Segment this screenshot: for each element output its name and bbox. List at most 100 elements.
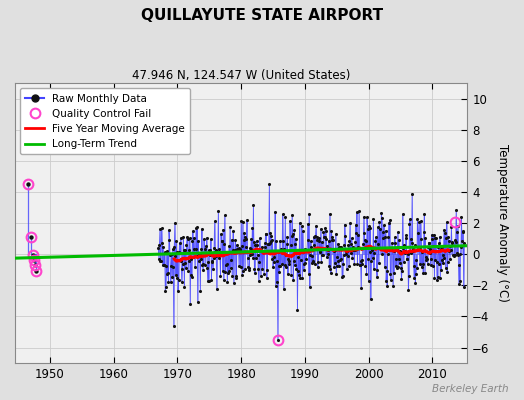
Point	[443, 268, 451, 275]
Point	[196, 256, 205, 262]
Point	[345, 238, 354, 245]
Point	[193, 224, 201, 231]
Point	[210, 254, 218, 261]
Point	[363, 214, 371, 221]
Point	[367, 247, 376, 253]
Point	[274, 337, 282, 343]
Point	[155, 242, 163, 248]
Point	[176, 240, 184, 246]
Point	[187, 256, 195, 262]
Point	[321, 228, 330, 234]
Point	[436, 274, 444, 281]
Point	[203, 264, 211, 271]
Point	[394, 264, 402, 270]
Point	[244, 266, 253, 273]
Point	[345, 262, 353, 269]
Point	[278, 261, 286, 268]
Point	[406, 250, 414, 256]
Point	[449, 252, 457, 258]
Point	[405, 273, 413, 279]
Point	[290, 258, 298, 264]
Point	[159, 262, 168, 268]
Point	[27, 234, 36, 240]
Point	[177, 234, 185, 241]
Point	[376, 244, 384, 251]
Point	[443, 259, 452, 265]
Point	[234, 245, 243, 251]
Point	[252, 254, 260, 261]
Point	[362, 271, 370, 277]
Point	[154, 244, 162, 251]
Point	[211, 218, 219, 224]
Point	[411, 242, 419, 248]
Point	[272, 279, 281, 285]
Point	[310, 242, 319, 249]
Point	[412, 271, 420, 277]
Point	[358, 244, 367, 251]
Point	[312, 223, 320, 229]
Point	[303, 237, 312, 243]
Point	[361, 263, 369, 270]
Point	[181, 260, 190, 266]
Point	[220, 276, 228, 283]
Point	[190, 234, 198, 241]
Point	[238, 272, 246, 278]
Point	[195, 258, 203, 264]
Point	[445, 238, 453, 244]
Point	[256, 246, 265, 253]
Point	[221, 212, 229, 218]
Point	[276, 263, 285, 269]
Point	[352, 222, 360, 228]
Point	[216, 272, 225, 279]
Point	[185, 235, 194, 241]
Point	[371, 245, 379, 251]
Point	[417, 236, 425, 242]
Point	[409, 248, 417, 254]
Point	[257, 247, 266, 254]
Point	[322, 236, 330, 242]
Point	[284, 256, 292, 262]
Point	[369, 216, 378, 222]
Point	[447, 224, 455, 230]
Point	[343, 248, 352, 254]
Point	[405, 221, 413, 228]
Point	[228, 247, 237, 254]
Point	[439, 260, 447, 266]
Point	[308, 260, 316, 266]
Point	[285, 258, 293, 264]
Point	[304, 271, 313, 277]
Point	[333, 263, 341, 269]
Point	[397, 264, 405, 271]
Point	[314, 235, 323, 242]
Point	[357, 256, 366, 263]
Point	[399, 245, 407, 252]
Point	[431, 235, 439, 242]
Point	[247, 236, 255, 242]
Point	[362, 238, 370, 245]
Point	[386, 217, 394, 224]
Point	[224, 250, 232, 256]
Point	[450, 252, 458, 258]
Y-axis label: Temperature Anomaly (°C): Temperature Anomaly (°C)	[496, 144, 509, 302]
Point	[242, 243, 250, 250]
Point	[403, 251, 412, 257]
Point	[181, 247, 189, 253]
Point	[180, 284, 189, 290]
Point	[215, 255, 223, 261]
Point	[161, 288, 169, 294]
Point	[401, 235, 410, 241]
Point	[184, 268, 192, 274]
Point	[431, 257, 440, 263]
Point	[446, 247, 455, 254]
Point	[424, 244, 432, 251]
Point	[232, 275, 241, 281]
Point	[303, 247, 311, 253]
Point	[350, 246, 358, 252]
Point	[243, 217, 251, 223]
Point	[347, 235, 356, 242]
Point	[280, 246, 288, 253]
Point	[192, 225, 200, 231]
Point	[415, 219, 423, 225]
Point	[239, 268, 247, 275]
Point	[414, 246, 423, 252]
